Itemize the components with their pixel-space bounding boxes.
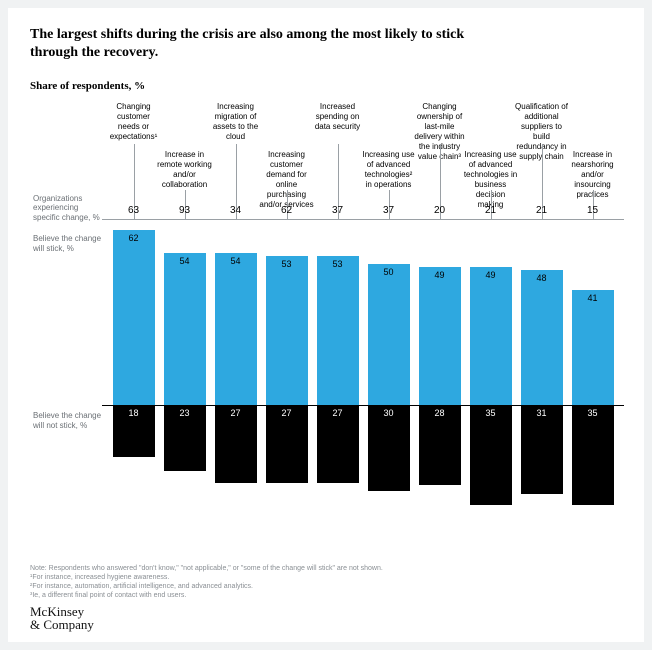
bar-not-stick: 27 [317,405,359,482]
category-label: Changing customer needs or expectations¹ [106,102,162,142]
experiencing-value: 20 [425,205,455,216]
bar-stick-value: 41 [572,293,614,303]
bar-stick-value: 50 [368,267,410,277]
chart-subtitle: Share of respondents, % [30,80,622,92]
bar-not-stick: 27 [266,405,308,482]
brand-logo: McKinsey & Company [30,605,94,632]
bars-area: Believe the change will stick, % Believe… [108,224,618,514]
bar-not-stick-value: 27 [215,408,257,418]
bar-column: 62 18 [113,224,155,514]
experiencing-value: 15 [578,205,608,216]
footnotes: Note: Respondents who answered "don't kn… [30,564,622,600]
left-label-not-stick: Believe the change will not stick, % [33,411,108,430]
category-label: Increasing migration of assets to the cl… [208,102,264,142]
brand-line2: & Company [30,618,94,632]
bar-column: 48 31 [521,224,563,514]
bar-stick-value: 54 [164,256,206,266]
bar-not-stick: 23 [164,405,206,471]
bar-column: 49 28 [419,224,461,514]
bar-stick: 50 [368,264,410,405]
experiencing-value: 93 [170,205,200,216]
bar-not-stick: 35 [572,405,614,505]
bar-not-stick-value: 27 [266,408,308,418]
bar-stick-value: 49 [419,270,461,280]
experiencing-value: 37 [323,205,353,216]
bar-column: 53 27 [317,224,359,514]
bar-not-stick-value: 35 [572,408,614,418]
experiencing-value: 34 [221,205,251,216]
bar-column: 41 35 [572,224,614,514]
bar-not-stick-value: 23 [164,408,206,418]
bar-stick: 48 [521,270,563,405]
bar-not-stick: 35 [470,405,512,505]
category-labels-row: Changing customer needs or expectations¹… [108,102,618,198]
bar-column: 54 23 [164,224,206,514]
footnote-line: ¹For instance, increased hygiene awarene… [30,573,622,582]
bar-not-stick: 31 [521,405,563,494]
bar-column: 53 27 [266,224,308,514]
bar-stick: 54 [215,253,257,405]
experiencing-value: 37 [374,205,404,216]
bar-stick-value: 53 [317,259,359,269]
chart-area: Changing customer needs or expectations¹… [30,102,622,522]
experiencing-baseline [102,219,624,220]
bar-not-stick-value: 28 [419,408,461,418]
bar-stick-value: 53 [266,259,308,269]
bar-column: 49 35 [470,224,512,514]
bar-stick: 49 [470,267,512,405]
bar-not-stick-value: 35 [470,408,512,418]
experiencing-row: Organizations experiencing specific chan… [108,198,618,220]
category-label: Increasing use of advanced technologies²… [361,150,417,190]
bar-not-stick-value: 30 [368,408,410,418]
bar-stick: 54 [164,253,206,405]
footnote-line: Note: Respondents who answered "don't kn… [30,564,622,573]
bar-stick-value: 48 [521,273,563,283]
bar-stick-value: 54 [215,256,257,266]
left-label-experiencing: Organizations experiencing specific chan… [33,194,108,223]
bar-stick-value: 62 [113,233,155,243]
bar-stick: 53 [266,256,308,406]
category-label: Increased spending on data security [310,102,366,132]
experiencing-value: 63 [119,205,149,216]
chart-card: The largest shifts during the crisis are… [8,8,644,642]
bar-column: 54 27 [215,224,257,514]
brand-line1: McKinsey [30,605,94,619]
bar-not-stick-value: 18 [113,408,155,418]
plot-region: Changing customer needs or expectations¹… [108,102,618,522]
bar-stick: 62 [113,230,155,405]
bar-stick: 49 [419,267,461,405]
bar-not-stick-value: 31 [521,408,563,418]
bar-not-stick-value: 27 [317,408,359,418]
experiencing-value: 21 [476,205,506,216]
bar-stick: 41 [572,290,614,406]
category-label: Increase in remote working and/or collab… [157,150,213,190]
bar-not-stick: 28 [419,405,461,485]
bar-stick: 53 [317,256,359,406]
bar-not-stick: 30 [368,405,410,491]
footnote-line: ³Ie, a different final point of contact … [30,591,622,600]
bar-column: 50 30 [368,224,410,514]
experiencing-value: 21 [527,205,557,216]
left-label-stick: Believe the change will stick, % [33,234,108,253]
bar-not-stick: 27 [215,405,257,482]
bar-not-stick: 18 [113,405,155,456]
bar-stick-value: 49 [470,270,512,280]
chart-title: The largest shifts during the crisis are… [30,26,510,62]
experiencing-value: 62 [272,205,302,216]
footnote-line: ²For instance, automation, artificial in… [30,582,622,591]
